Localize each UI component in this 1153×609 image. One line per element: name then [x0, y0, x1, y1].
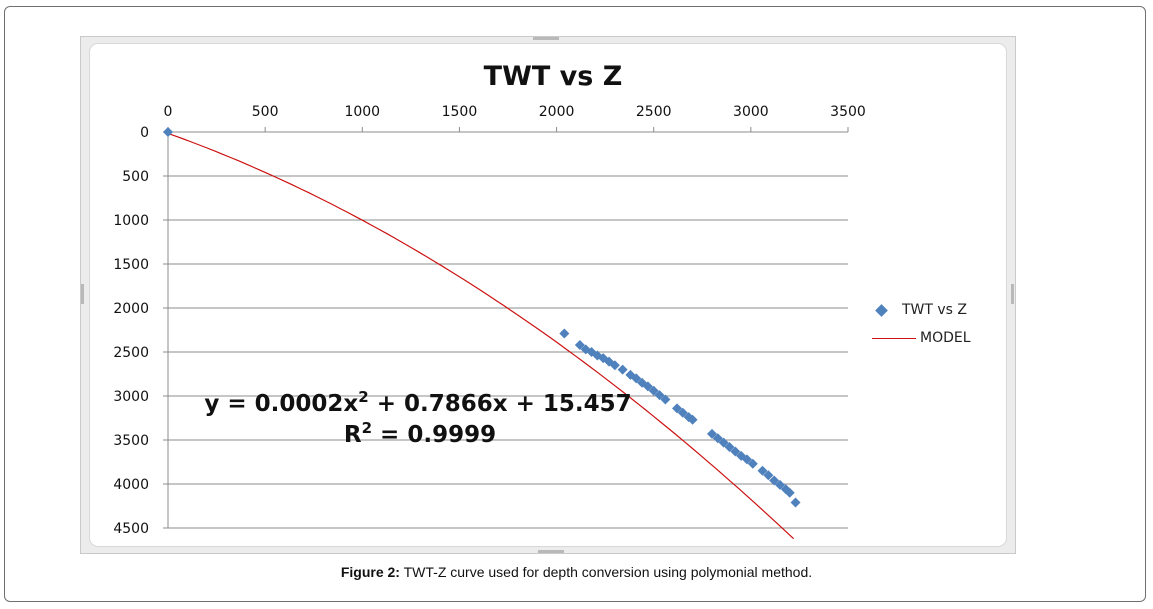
- resize-handle-top[interactable]: [533, 37, 559, 40]
- figure-caption: Figure 2: TWT-Z curve used for depth con…: [0, 564, 1153, 580]
- y-tick-label: 2500: [113, 345, 149, 361]
- data-point: [687, 414, 698, 425]
- caption-text: TWT-Z curve used for depth conversion us…: [399, 564, 813, 580]
- data-point: [790, 497, 801, 508]
- legend-item-twt-vs-z: TWT vs Z: [872, 296, 971, 324]
- data-point: [763, 470, 774, 481]
- data-point: [718, 437, 729, 448]
- x-tick-label: 500: [252, 104, 279, 120]
- data-point: [617, 364, 628, 375]
- x-tick-label: 2500: [636, 104, 672, 120]
- resize-handle-bottom[interactable]: [538, 550, 564, 553]
- data-point: [712, 433, 723, 444]
- resize-handle-right[interactable]: [1011, 284, 1014, 304]
- data-point: [648, 385, 659, 396]
- data-point: [775, 479, 785, 490]
- data-point: [654, 390, 665, 401]
- resize-handle-left[interactable]: [81, 284, 84, 304]
- data-point: [609, 360, 620, 371]
- y-tick-label: 1500: [113, 257, 149, 273]
- line-marker-icon: [872, 337, 916, 339]
- data-point: [747, 458, 758, 469]
- equation-annotation: y = 0.0002x2 + 0.7866x + 15.457: [204, 388, 631, 417]
- data-point: [741, 454, 752, 465]
- data-point: [672, 403, 683, 414]
- data-point: [631, 373, 642, 384]
- data-point: [642, 381, 653, 392]
- x-tick-label: 0: [164, 104, 173, 120]
- y-tick-label: 3500: [113, 433, 149, 449]
- data-point: [769, 475, 780, 486]
- y-tick-label: 1000: [113, 213, 149, 229]
- y-tick-label: 2000: [113, 301, 149, 317]
- y-tick-label: 4000: [113, 477, 149, 493]
- data-point: [707, 428, 717, 439]
- data-point: [677, 407, 688, 418]
- data-point: [724, 442, 735, 453]
- y-tick-label: 3000: [113, 389, 149, 405]
- chart-area: [90, 44, 1006, 546]
- data-point: [660, 394, 671, 405]
- data-point: [730, 446, 741, 457]
- legend-label: TWT vs Z: [902, 302, 968, 318]
- legend-label: MODEL: [920, 330, 971, 346]
- data-point: [559, 328, 570, 339]
- data-point: [757, 465, 768, 476]
- data-point: [784, 487, 795, 498]
- diamond-marker-icon: [875, 303, 888, 317]
- chart-title: TWT vs Z: [484, 61, 623, 92]
- model-trendline: [167, 132, 795, 540]
- chart-legend: TWT vs Z MODEL: [872, 296, 971, 352]
- y-tick-label: 500: [122, 169, 149, 185]
- figure-frame: [4, 6, 1146, 602]
- x-tick-label: 1500: [442, 104, 478, 120]
- equation-annotation: R2 = 0.9999: [344, 419, 496, 448]
- x-tick-label: 2000: [539, 104, 575, 120]
- data-point: [163, 127, 173, 137]
- x-tick-label: 1000: [344, 104, 380, 120]
- legend-item-model: MODEL: [872, 324, 971, 352]
- y-tick-label: 0: [140, 125, 149, 141]
- x-tick-label: 3500: [830, 104, 866, 120]
- x-tick-label: 3000: [733, 104, 769, 120]
- data-point: [574, 339, 585, 350]
- caption-label: Figure 2:: [340, 564, 400, 580]
- y-tick-label: 4500: [113, 521, 149, 537]
